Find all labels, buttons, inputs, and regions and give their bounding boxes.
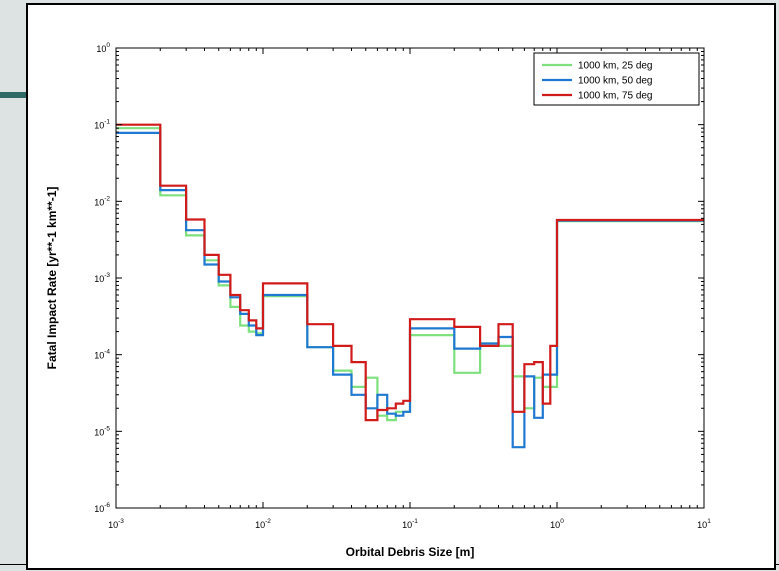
tick-marks — [115, 48, 705, 509]
y-tick-label: 10-5 — [94, 425, 110, 437]
tick-labels: 10-3 10-2 10-1 100 101 10-6 10-5 10-4 10-3 10-2 10… — [94, 42, 711, 530]
fatal-impact-rate-chart: 10-3 10-2 10-1 100 101 10-6 10-5 10-4 10-3 10-2 10… — [45, 42, 711, 559]
legend: 1000 km, 25 deg 1000 km, 50 deg 1000 km,… — [533, 52, 700, 106]
y-tick-label: 10-3 — [94, 272, 110, 284]
y-tick-label: 100 — [96, 42, 110, 54]
x-axis-title: Orbital Debris Size [m] — [346, 545, 475, 559]
legend-label-75-deg: 1000 km, 75 deg — [578, 91, 653, 102]
x-tick-label: 101 — [697, 518, 711, 530]
x-tick-label: 10-1 — [402, 518, 418, 530]
y-tick-label: 10-6 — [94, 502, 110, 514]
series-layer — [116, 123, 704, 449]
x-tick-label: 100 — [550, 518, 564, 530]
x-tick-label: 10-3 — [108, 518, 124, 530]
series-line-75-deg — [116, 123, 704, 422]
y-tick-label: 10-1 — [94, 119, 110, 131]
legend-label-25-deg: 1000 km, 25 deg — [578, 61, 653, 72]
y-tick-label: 10-4 — [94, 349, 110, 361]
y-axis-title: Fatal Impact Rate [yr**-1 km**-1] — [45, 187, 59, 370]
plot-area-border — [115, 47, 705, 509]
y-tick-label: 10-2 — [94, 195, 110, 207]
x-tick-label: 10-2 — [255, 518, 271, 530]
legend-label-50-deg: 1000 km, 50 deg — [578, 76, 653, 87]
